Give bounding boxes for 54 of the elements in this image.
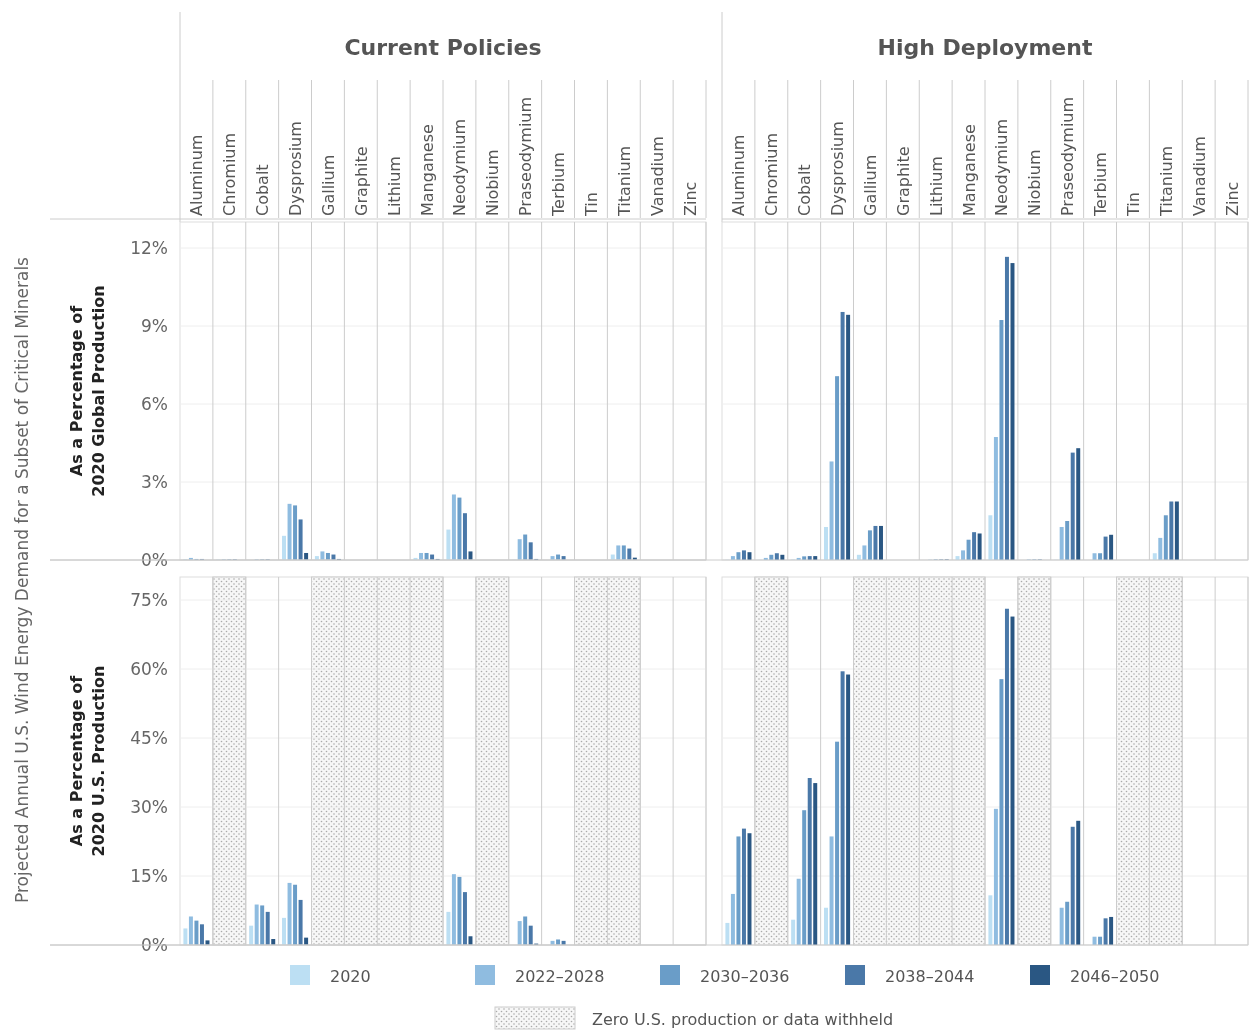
y-tick-label: 0% [141, 549, 168, 570]
x-tick-label: Neodymium [450, 119, 470, 216]
x-tick-label: Manganese [417, 124, 437, 216]
chart-title: Current Policies [344, 35, 542, 60]
x-tick-label: Terbium [1091, 152, 1111, 217]
y-axis-title: As a Percentage of 2020 U.S. Production [67, 665, 108, 857]
legend-label: 2020 [330, 967, 371, 986]
x-tick-label: Praseodymium [516, 96, 536, 216]
x-tick-label: Vanadium [647, 136, 667, 216]
x-tick-label: Gallium [860, 154, 880, 216]
y-tick-label: 9% [141, 315, 168, 336]
x-tick-label: Zinc [680, 181, 700, 216]
x-tick-label: Praseodymium [1058, 96, 1078, 216]
x-tick-label: Manganese [959, 124, 979, 216]
y-tick-label: 0% [141, 934, 168, 955]
legend-label: 2030–2036 [700, 967, 790, 986]
x-tick-label: Neodymium [992, 119, 1012, 216]
x-tick-label: Dysprosium [828, 121, 848, 216]
y-tick-label: 30% [130, 796, 168, 817]
y-tick-label: 75% [130, 589, 168, 610]
x-tick-label: Tin [581, 192, 601, 217]
legend-label: 2046–2050 [1070, 967, 1160, 986]
x-tick-label: Lithium [384, 156, 404, 216]
x-tick-label: Aluminum [187, 134, 207, 216]
x-tick-label: Cobalt [253, 164, 273, 216]
x-tick-label: Cobalt [795, 164, 815, 216]
y-tick-label: 45% [130, 727, 168, 748]
chart-title: High Deployment [877, 35, 1093, 60]
text: Zero U.S. production or data withheld [592, 1010, 894, 1029]
x-tick-label: Aluminum [729, 134, 749, 216]
y-tick-label: 12% [130, 237, 168, 258]
x-tick-label: Titanium [1156, 145, 1176, 217]
x-tick-label: Gallium [318, 154, 338, 216]
x-tick-label: Tin [1123, 192, 1143, 217]
y-tick-label: 15% [130, 865, 168, 886]
legend-label: 2038–2044 [885, 967, 975, 986]
x-tick-label: Vanadium [1189, 136, 1209, 216]
legend-label: 2022–2028 [515, 967, 605, 986]
x-tick-label: Chromium [762, 132, 782, 216]
x-tick-label: Zinc [1222, 181, 1242, 216]
x-tick-label: Graphite [351, 146, 371, 216]
y-tick-label: 3% [141, 471, 168, 492]
x-tick-label: Dysprosium [286, 121, 306, 216]
x-tick-label: Niobium [483, 149, 503, 216]
x-tick-label: Titanium [614, 145, 634, 217]
x-tick-label: Graphite [893, 146, 913, 216]
x-tick-label: Terbium [549, 152, 569, 217]
x-tick-label: Niobium [1025, 149, 1045, 216]
x-tick-label: Lithium [926, 156, 946, 216]
text: Projected Annual U.S. Wind Energy Demand for a Subset of Critical Minerals [12, 256, 32, 903]
y-tick-label: 60% [130, 658, 168, 679]
y-tick-label: 6% [141, 393, 168, 414]
y-axis-title: As a Percentage of 2020 Global Production [67, 285, 108, 497]
x-tick-label: Chromium [220, 132, 240, 216]
